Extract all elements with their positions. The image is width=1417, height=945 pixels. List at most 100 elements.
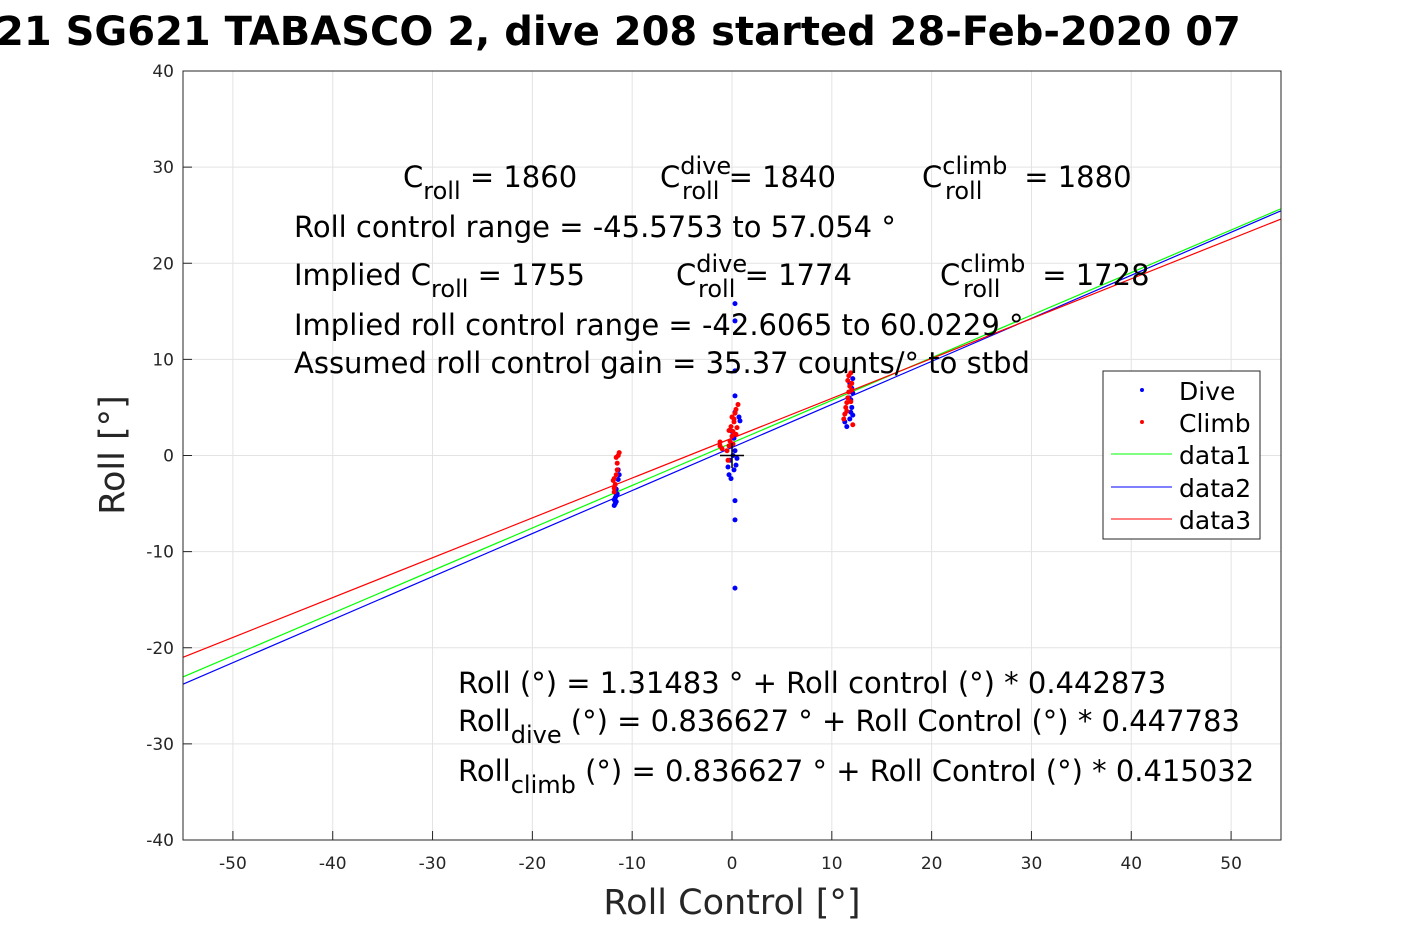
point-climb [611, 476, 617, 482]
point-climb [717, 439, 723, 445]
legend-climb: Climb [1179, 409, 1251, 438]
point-climb [849, 380, 855, 386]
annotation-fit-dive: Rolldive (°) = 0.836627 ° + Roll Control… [458, 704, 1240, 749]
point-dive [732, 368, 738, 374]
x-tick-label: -30 [419, 854, 447, 874]
point-dive [732, 498, 738, 504]
annotation-c-roll-dive: Cdive roll = 1840 [660, 152, 836, 205]
point-dive [847, 416, 853, 422]
point-climb [844, 400, 850, 406]
point-climb [613, 454, 619, 460]
point-dive [731, 467, 737, 473]
scatter-points [610, 301, 856, 591]
point-dive [736, 414, 742, 420]
x-tick-label: 20 [921, 854, 943, 874]
chart-title: 21 SG621 TABASCO 2, dive 208 started 28-… [0, 9, 1241, 55]
point-climb [733, 406, 739, 412]
y-tick-label: 30 [152, 158, 174, 178]
x-tick-label: -50 [219, 854, 247, 874]
y-tick-label: -20 [146, 639, 174, 659]
y-axis-label: Roll [°] [93, 395, 133, 515]
point-climb [729, 433, 735, 439]
x-tick-label: -10 [618, 854, 646, 874]
point-climb [850, 422, 856, 428]
annotation-implied-range: Implied roll control range = -42.6065 to… [294, 308, 1024, 342]
point-climb [849, 387, 855, 393]
point-climb [616, 450, 622, 456]
y-tick-label: 10 [152, 350, 174, 370]
point-climb [735, 402, 741, 408]
legend-data2: data2 [1179, 474, 1251, 503]
tick-labels: -50 -40 -30 -20 -10 0 10 20 30 40 50 -40 -30 -20 -10 0 1… [146, 62, 1242, 874]
annotation-c-roll: Croll = 1860 [403, 160, 577, 205]
point-climb [726, 428, 732, 434]
point-dive [850, 376, 856, 382]
point-climb [613, 472, 619, 478]
y-tick-label: 20 [152, 254, 174, 274]
point-climb [845, 395, 851, 401]
point-climb [611, 485, 617, 491]
point-climb [725, 457, 731, 463]
y-tick-label: 0 [163, 447, 174, 467]
legend-marker-dive [1140, 388, 1144, 392]
annotation-gain: Assumed roll control gain = 35.37 counts… [294, 346, 1030, 380]
legend-data3: data3 [1179, 506, 1251, 535]
x-tick-label: 10 [821, 854, 843, 874]
x-tick-label: -20 [518, 854, 546, 874]
legend-data1: data1 [1179, 441, 1251, 470]
point-dive [733, 462, 739, 468]
annotation-fit: Roll (°) = 1.31483 ° + Roll control (°) … [458, 666, 1166, 700]
point-climb [848, 399, 854, 405]
annotation-implied-c-climb: Cclimb roll = 1728 [940, 250, 1150, 303]
point-dive [850, 412, 856, 418]
y-tick-label: -30 [146, 735, 174, 755]
legend-dive: Dive [1179, 377, 1235, 406]
point-climb [612, 481, 618, 487]
point-dive [844, 424, 850, 430]
legend: Dive Climb data1 data2 data3 [1102, 370, 1261, 540]
point-dive [732, 301, 738, 307]
point-climb [614, 467, 620, 473]
legend-marker-climb [1140, 420, 1144, 424]
origin-marker [720, 443, 744, 468]
point-climb [843, 404, 849, 410]
y-tick-label: -10 [146, 543, 174, 563]
x-axis-label: Roll Control [°] [603, 883, 860, 923]
point-climb [734, 425, 740, 431]
x-tick-label: 0 [727, 854, 738, 874]
point-climb [844, 408, 850, 414]
point-dive [734, 455, 740, 461]
annotation-implied-c-dive: Cdive roll = 1774 [676, 250, 852, 303]
x-tick-label: 50 [1220, 854, 1242, 874]
point-climb [728, 424, 734, 430]
point-dive [615, 477, 621, 483]
y-tick-label: 40 [152, 62, 174, 82]
point-climb [614, 460, 620, 466]
point-climb [724, 448, 730, 454]
point-climb [611, 489, 617, 495]
x-tick-label: 40 [1120, 854, 1142, 874]
annotation-fit-climb: Rollclimb (°) = 0.836627 ° + Roll Contro… [458, 754, 1254, 799]
annotation-c-roll-climb: Cclimb roll = 1880 [922, 152, 1132, 205]
point-dive [732, 393, 738, 399]
y-tick-label: -40 [146, 831, 174, 851]
point-climb [733, 431, 739, 437]
point-dive [728, 476, 734, 482]
point-climb [731, 416, 737, 422]
point-climb [845, 378, 851, 384]
point-dive [732, 517, 738, 523]
point-climb [730, 441, 736, 447]
point-dive [726, 472, 732, 478]
point-climb [848, 370, 854, 376]
x-tick-label: -40 [319, 854, 347, 874]
point-climb [732, 410, 738, 416]
point-climb [719, 446, 725, 452]
point-dive [732, 585, 738, 591]
x-tick-label: 30 [1021, 854, 1043, 874]
point-dive [849, 404, 855, 410]
plot-frame [182, 70, 1282, 841]
point-dive [737, 418, 743, 424]
annotation-implied-c: Implied Croll = 1755 [294, 258, 585, 303]
annotation-range: Roll control range = -45.5753 to 57.054 … [294, 210, 896, 244]
